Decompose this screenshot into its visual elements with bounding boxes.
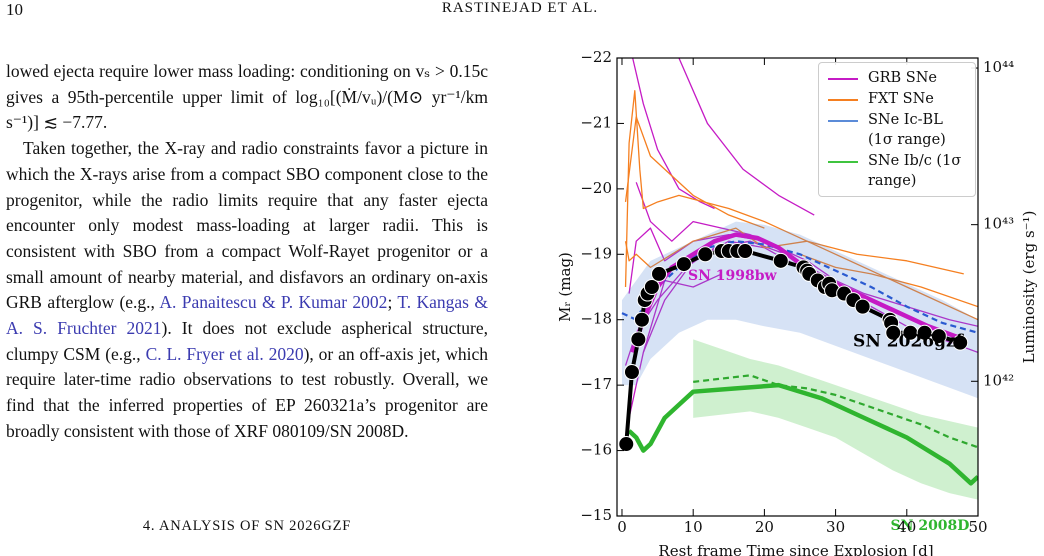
annotation: SN 2008D (891, 518, 970, 534)
data-point (952, 334, 969, 351)
data-point (651, 265, 668, 282)
legend: GRB SNe FXT SNe SNe Ic-BL (1σ range) SNe Ib… (818, 62, 976, 197)
series-line (624, 90, 978, 321)
text-run: ). It does not exclude aspherical struct… (6, 318, 489, 364)
legend-label: GRB SNe (868, 70, 937, 86)
citation[interactable]: A. Panaitescu & P. Kumar 2002 (159, 292, 388, 313)
median-line (693, 374, 978, 449)
plot-area (618, 58, 978, 500)
x-tick-label: 30 (826, 518, 845, 536)
y-tick-label: −20 (580, 179, 612, 197)
highlight-line (627, 382, 978, 486)
y2-axis-label: Luminosity (erg s⁻¹) (1020, 211, 1038, 364)
y-tick-label: −16 (580, 441, 612, 459)
data-point (633, 311, 650, 328)
series-line (799, 253, 978, 308)
legend-swatch (828, 161, 858, 163)
data-point (737, 243, 754, 260)
paragraph: lowed ejecta require lower mass loading:… (6, 59, 488, 136)
y-tick-label: −19 (580, 244, 612, 262)
legend-label: SNe Ib/c (1σ range) (868, 153, 962, 189)
data-point (930, 328, 947, 345)
legend-entry: SNe Ic-BL (1σ range) (822, 110, 972, 150)
data-point (643, 279, 660, 295)
text-run: ), or an off-axis jet, which require lat… (6, 343, 489, 441)
data-point (854, 298, 871, 315)
section-heading: 4. ANALYSIS OF SN 2026GZF (142, 518, 352, 534)
series-line (624, 227, 964, 275)
range-band (621, 221, 978, 399)
legend-swatch (828, 120, 858, 122)
data-point (697, 246, 714, 263)
data-point (772, 252, 789, 269)
y-axis-label: Mᵣ (mag) (556, 252, 574, 322)
y2-tick-label: 10⁴² (983, 371, 1014, 389)
text-run: Taken together, the X-ray and radio cons… (6, 138, 488, 313)
legend-entry: GRB SNe (822, 68, 972, 88)
text-run: lowed ejecta require lower mass loading:… (6, 61, 488, 133)
x-tick-label: 50 (968, 518, 987, 536)
y-tick-label: −22 (580, 48, 612, 66)
paragraph: Taken together, the X-ray and radio cons… (6, 136, 488, 444)
y2-tick-label: 10⁴³ (983, 215, 1014, 233)
y2-tick-label: 10⁴⁴ (983, 58, 1014, 76)
y-tick-label: −18 (580, 310, 612, 328)
y-tick-label: −17 (580, 375, 612, 393)
data-point (675, 256, 692, 273)
citation[interactable]: C. L. Fryer et al. 2020 (145, 343, 304, 364)
x-tick-label: 20 (755, 518, 774, 536)
legend-swatch (828, 99, 858, 101)
legend-entry: FXT SNe (822, 89, 972, 109)
series-line (632, 58, 715, 210)
y-tick-label: −21 (580, 113, 612, 131)
legend-swatch (828, 78, 858, 80)
series-line (624, 116, 765, 229)
annotation: SN 1998bw (688, 268, 778, 284)
text-run: ; (387, 292, 398, 313)
data-point (885, 324, 902, 341)
x-tick-label: 10 (684, 518, 703, 536)
running-title: RASTINEJAD ET AL. (441, 0, 599, 16)
x-axis-label: Rest frame Time since Explosion [d] (658, 542, 933, 556)
citation[interactable]: T. Kangas & A. S. Fruchter 2021 (6, 292, 488, 339)
annotation: SN 2026gzf (853, 332, 965, 352)
plot-frame (616, 57, 979, 517)
legend-entry: SNe Ib/c (1σ range) (822, 151, 972, 191)
series-line (635, 182, 836, 281)
legend-label: SNe Ic-BL (1σ range) (868, 112, 946, 148)
y-tick-label: −15 (580, 506, 612, 524)
series-line (678, 58, 815, 216)
data-point (618, 436, 635, 453)
text-column: lowed ejecta require lower mass loading:… (6, 59, 488, 445)
x-tick-label: 0 (617, 518, 627, 536)
page-number: 10 (6, 0, 23, 19)
data-point (623, 364, 640, 381)
legend-label: FXT SNe (868, 91, 934, 107)
data-point (630, 331, 647, 348)
x-tick-label: 40 (897, 518, 916, 536)
